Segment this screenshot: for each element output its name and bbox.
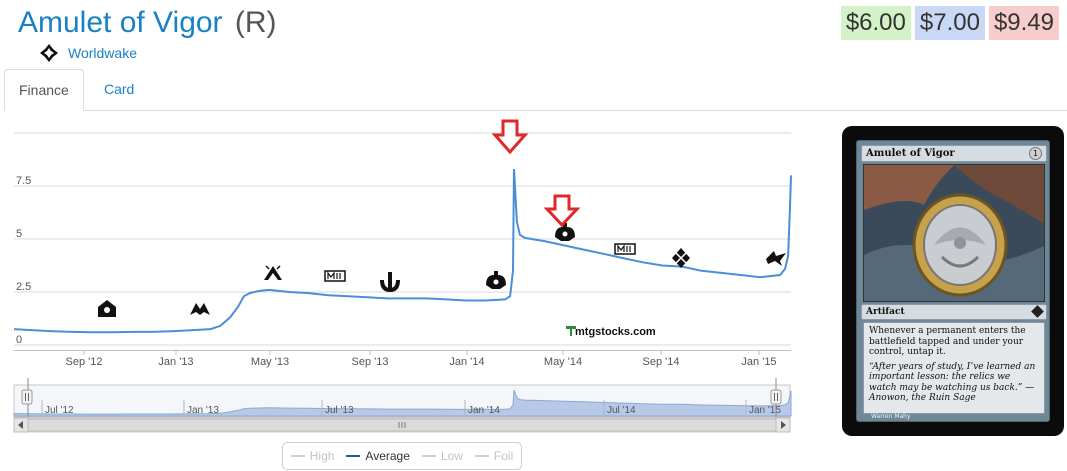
- legend-label: High: [309, 449, 335, 463]
- set-link[interactable]: Worldwake: [68, 45, 137, 61]
- card-rules-text: Whenever a permanent enters the battlefi…: [869, 326, 1026, 357]
- arrow-down-icon: [491, 119, 529, 155]
- range-navigator[interactable]: Jul '12 Jan '13 Jul '13 Jan '14 Jul '14 Jan '…: [13, 378, 792, 418]
- set-marker-icon: [98, 300, 116, 317]
- grid-lines: [14, 132, 791, 346]
- card-art: [863, 164, 1045, 302]
- legend-item-foil[interactable]: Foil: [474, 449, 514, 463]
- price-summary: $6.00 $7.00 $9.49: [840, 6, 1059, 40]
- card-image-inner: Amulet of Vigor 1 Artifact Whenever a pe…: [856, 140, 1050, 422]
- tab-divider: [4, 110, 1067, 111]
- navigator-tick-label: Jan '14: [468, 405, 500, 416]
- navigator-tick-label: Jul '12: [45, 405, 74, 416]
- x-tick-label: May '14: [544, 356, 582, 368]
- legend-swatch: [474, 455, 489, 457]
- set-marker-icon: [264, 265, 282, 280]
- card-type-line: Artifact: [861, 304, 1047, 320]
- navigator-tick-label: Jul '14: [607, 405, 636, 416]
- x-tick-label: Sep '13: [352, 356, 389, 368]
- x-axis-labels: Sep '12 Jan '13 May '13 Sep '13 Jan '14 May '…: [66, 350, 777, 368]
- y-tick-label: 7.5: [16, 175, 31, 187]
- x-tick-label: Jan '13: [158, 356, 193, 368]
- set-marker-icon: [672, 248, 690, 268]
- low-price: $6.00: [840, 6, 911, 40]
- legend-swatch: [290, 455, 305, 457]
- y-tick-label: 2.5: [16, 281, 31, 293]
- chart-scrollbar[interactable]: [13, 417, 791, 433]
- tab-card[interactable]: Card: [104, 81, 135, 97]
- chart-legend: High Average Low Foil: [282, 442, 522, 470]
- card-image-title: Amulet of Vigor 1: [861, 145, 1047, 162]
- legend-item-average[interactable]: Average: [346, 449, 410, 463]
- navigator-tick-label: Jan '13: [187, 405, 219, 416]
- average-price: $7.00: [914, 6, 985, 40]
- x-tick-label: Jan '14: [449, 356, 484, 368]
- y-tick-label: 5: [16, 228, 22, 240]
- card-rarity: (R): [234, 6, 277, 39]
- mana-cost-icon: 1: [1029, 147, 1042, 160]
- navigator-tick-label: Jul '13: [325, 405, 354, 416]
- chevron-right-icon: [781, 421, 786, 429]
- set-marker-icon: [380, 272, 400, 292]
- x-tick-label: Jan '15: [741, 356, 776, 368]
- worldwake-set-icon: [40, 44, 58, 62]
- navigator-area: [13, 389, 792, 417]
- legend-item-low[interactable]: Low: [421, 449, 463, 463]
- y-tick-label: 0: [16, 334, 22, 346]
- card-image-name: Amulet of Vigor: [866, 148, 955, 159]
- x-tick-label: May '13: [251, 356, 289, 368]
- set-row: Worldwake: [40, 42, 137, 64]
- navigator-tick-label: Jan '15: [749, 405, 781, 416]
- card-flavor-text: “After years of study, I’ve learned an i…: [869, 361, 1036, 404]
- card-image: Amulet of Vigor 1 Artifact Whenever a pe…: [842, 126, 1064, 436]
- legend-swatch: [421, 455, 436, 457]
- tab-bar: Finance Card: [4, 69, 1067, 111]
- price-chart: 0 2.5 5 7.5 Sep '12 Jan '13 May '13 Sep '13 Jan…: [13, 119, 792, 433]
- set-marker-icon: [486, 271, 506, 289]
- card-type: Artifact: [866, 307, 905, 317]
- set-symbol-icon: [1031, 305, 1044, 318]
- tab-finance[interactable]: Finance: [4, 69, 84, 111]
- legend-swatch: [346, 455, 361, 457]
- navigator-left-handle[interactable]: [21, 389, 33, 405]
- set-marker-icon: [766, 251, 786, 266]
- y-axis-labels: 0 2.5 5 7.5: [16, 175, 31, 346]
- navigator-right-handle[interactable]: [770, 389, 782, 405]
- legend-label: Low: [440, 449, 463, 463]
- set-marker-icon: [614, 243, 636, 255]
- high-price: $9.49: [988, 6, 1059, 40]
- amulet-illustration: [864, 165, 1044, 301]
- watermark-text: mtgstocks.com: [575, 326, 656, 338]
- mtgstocks-logo-icon: [566, 326, 576, 336]
- series-line-average: [13, 168, 792, 334]
- set-marker-icon: [190, 303, 210, 315]
- chevron-left-icon: [18, 421, 23, 429]
- set-marker-icons: [98, 223, 786, 317]
- legend-label: Average: [365, 449, 410, 463]
- legend-label: Foil: [493, 449, 514, 463]
- watermark: mtgstocks.com: [566, 326, 656, 338]
- card-artist: Warren Mahy: [871, 413, 911, 420]
- card-name: Amulet of Vigor: [18, 6, 223, 39]
- arrow-down-icon: [543, 194, 581, 228]
- x-tick-label: Sep '12: [66, 356, 103, 368]
- card-title: Amulet of Vigor (R): [18, 4, 277, 42]
- set-marker-icon: [555, 223, 575, 241]
- card-text-box: Whenever a permanent enters the battlefi…: [863, 322, 1045, 414]
- x-tick-label: Sep '14: [643, 356, 680, 368]
- navigator-labels: Jul '12 Jan '13 Jul '13 Jan '14 Jul '14 Jan '…: [41, 400, 781, 416]
- set-marker-icon: [324, 270, 346, 282]
- legend-item-high[interactable]: High: [290, 449, 335, 463]
